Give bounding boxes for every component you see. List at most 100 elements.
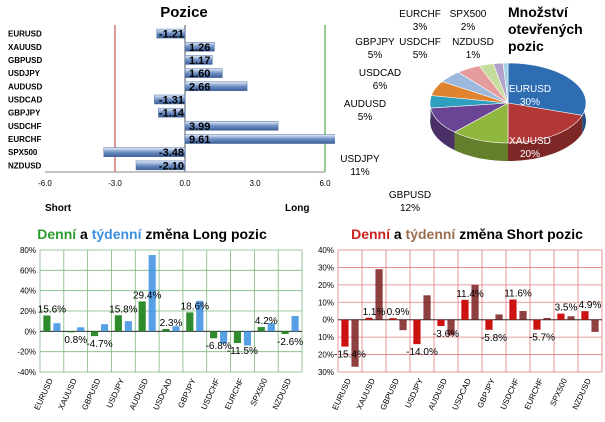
pie-value-audusd: 5% (358, 112, 373, 123)
value-label-spx500: -3.48 (159, 147, 184, 159)
daily-bar-usdcad (461, 299, 469, 320)
category-label-audusd: AUDUSD (8, 82, 42, 91)
daily-bar-usdjpy (413, 319, 421, 345)
bar-usdjpy (184, 68, 223, 78)
pie-slice-xauusd (507, 102, 583, 144)
pie-label-audusd: AUDUSD (344, 99, 386, 110)
chart-title: Denní a týdenní změna Short pozic (351, 226, 583, 242)
category-label-eurchf: EURCHF (8, 135, 41, 144)
pie-value-usdchf: 5% (413, 50, 428, 61)
weekly-bar-gbpjpy (495, 314, 503, 320)
bar-gbpjpy (158, 107, 186, 118)
y-tick-label: 10% (318, 298, 334, 307)
category-label-usdcad: USDCAD (451, 377, 474, 412)
x-tick-label: -6.0 (38, 179, 52, 188)
category-label-eurchf: EURCHF (523, 377, 545, 411)
y-tick-label: 30% (318, 263, 334, 272)
short-changes-panel: Denní a týdenní změna Short pozic 30% 20% 1… (305, 222, 605, 417)
category-label-gbpusd: GBPUSD (379, 377, 402, 412)
pie-title-line: pozic (508, 38, 544, 54)
value-label-usdcad: 11.4% (456, 289, 484, 300)
bar-nzdusd (135, 160, 186, 171)
y-tick-label: 40% (20, 287, 36, 296)
pie-slice-nzdusd (502, 62, 509, 104)
bar-audusd (184, 81, 248, 92)
pie-label-gbpjpy: GBPJPY (355, 37, 395, 48)
bar-xauusd (184, 42, 215, 52)
pie-value-gbpusd: 12% (400, 203, 420, 214)
pie-label-usdjpy: USDJPY (340, 154, 380, 165)
category-label-spx500: SPX500 (548, 377, 569, 408)
value-label-gbpjpy: -5.8% (481, 333, 507, 344)
weekly-bar-spx500 (567, 316, 575, 320)
title-part: změna Long pozic (142, 226, 267, 242)
weekly-bar-eurusd (53, 323, 61, 332)
daily-bar-audusd (138, 301, 146, 332)
value-label-eurusd: 15.6% (38, 304, 66, 315)
weekly-bar-eurusd (351, 319, 359, 367)
pie-value-eurusd: 30% (520, 97, 540, 108)
weekly-bar-usdchf (519, 311, 527, 320)
title-part: a (390, 226, 406, 242)
daily-bar-nzdusd (581, 311, 589, 320)
category-label-gbpusd: GBPUSD (8, 56, 42, 65)
pie-slice-side-gbpusd (454, 132, 508, 161)
category-label-usdchf: USDCHF (499, 377, 521, 411)
value-label-eurusd: -1.21 (159, 29, 184, 41)
y-tick-label: 60% (20, 266, 36, 275)
value-label-gbpusd: 0.9% (387, 307, 410, 318)
weekly-bar-eurchf (543, 317, 551, 320)
short-changes-chart: Denní a týdenní změna Short pozic 30% 20% 1… (318, 226, 603, 412)
category-label-usdjpy: USDJPY (8, 69, 41, 78)
title-part: změna Short pozic (455, 226, 583, 242)
daily-bar-xauusd (67, 331, 75, 333)
pie-slice-side-usdjpy (430, 108, 455, 151)
daily-bar-usdchf (509, 299, 517, 320)
daily-bar-audusd (437, 319, 445, 326)
weekly-bar-xauusd (77, 327, 85, 332)
title-part: týdenní (406, 226, 457, 242)
daily-bar-eurchf (233, 331, 242, 344)
category-label-usdchf: USDCHF (199, 377, 221, 411)
value-label-xauusd: 1.1% (363, 307, 386, 318)
value-label-usdcad: 2.3% (160, 318, 183, 329)
positions-title: Pozice (160, 4, 208, 21)
y-tick-label: 30% (318, 368, 334, 377)
category-label-usdjpy: USDJPY (404, 376, 426, 409)
pie-label-eurusd: EURUSD (509, 84, 551, 95)
value-label-usdchf: 11.6% (504, 288, 532, 299)
daily-bar-spx500 (257, 327, 265, 332)
daily-bar-usdjpy (114, 315, 122, 332)
chart-title: Denní a týdenní změna Long pozic (37, 226, 267, 242)
pie-label-gbpusd: GBPUSD (389, 190, 431, 201)
weekly-bar-gbpusd (399, 319, 407, 331)
value-label-usdchf: -6.8% (206, 341, 232, 352)
x-tick-label: 6.0 (319, 179, 331, 188)
weekly-bar-xauusd (375, 269, 383, 320)
title-part: týdenní (92, 226, 143, 242)
value-label-nzdusd: 4.9% (579, 300, 602, 311)
category-label-audusd: AUDUSD (427, 377, 450, 412)
pie-value-spx500: 2% (461, 22, 476, 33)
weekly-bar-eurchf (243, 331, 252, 346)
bar-spx500 (103, 147, 186, 157)
category-label-eurusd: EURUSD (32, 377, 55, 412)
pie-value-xauusd: 20% (520, 149, 540, 160)
weekly-bar-usdjpy (124, 321, 132, 332)
daily-bar-spx500 (557, 313, 565, 320)
bar-usdcad (154, 94, 186, 105)
pie-label-spx500: SPX500 (450, 9, 487, 20)
y-tick-label: 20% (318, 281, 334, 290)
y-tick-label: -40% (17, 368, 36, 377)
weekly-bar-usdcad (471, 284, 479, 320)
long-label: Long (285, 203, 309, 214)
daily-bar-eurusd (341, 319, 349, 347)
pie-label-nzdusd: NZDUSD (452, 37, 494, 48)
weekly-bar-nzdusd (591, 319, 599, 332)
value-label-spx500: 4.2% (255, 316, 278, 327)
pie-value-gbpjpy: 5% (368, 50, 383, 61)
pie-slice-eurusd (507, 62, 587, 116)
category-label-spx500: SPX500 (8, 148, 38, 157)
value-label-eurusd: -15.4% (334, 350, 366, 361)
